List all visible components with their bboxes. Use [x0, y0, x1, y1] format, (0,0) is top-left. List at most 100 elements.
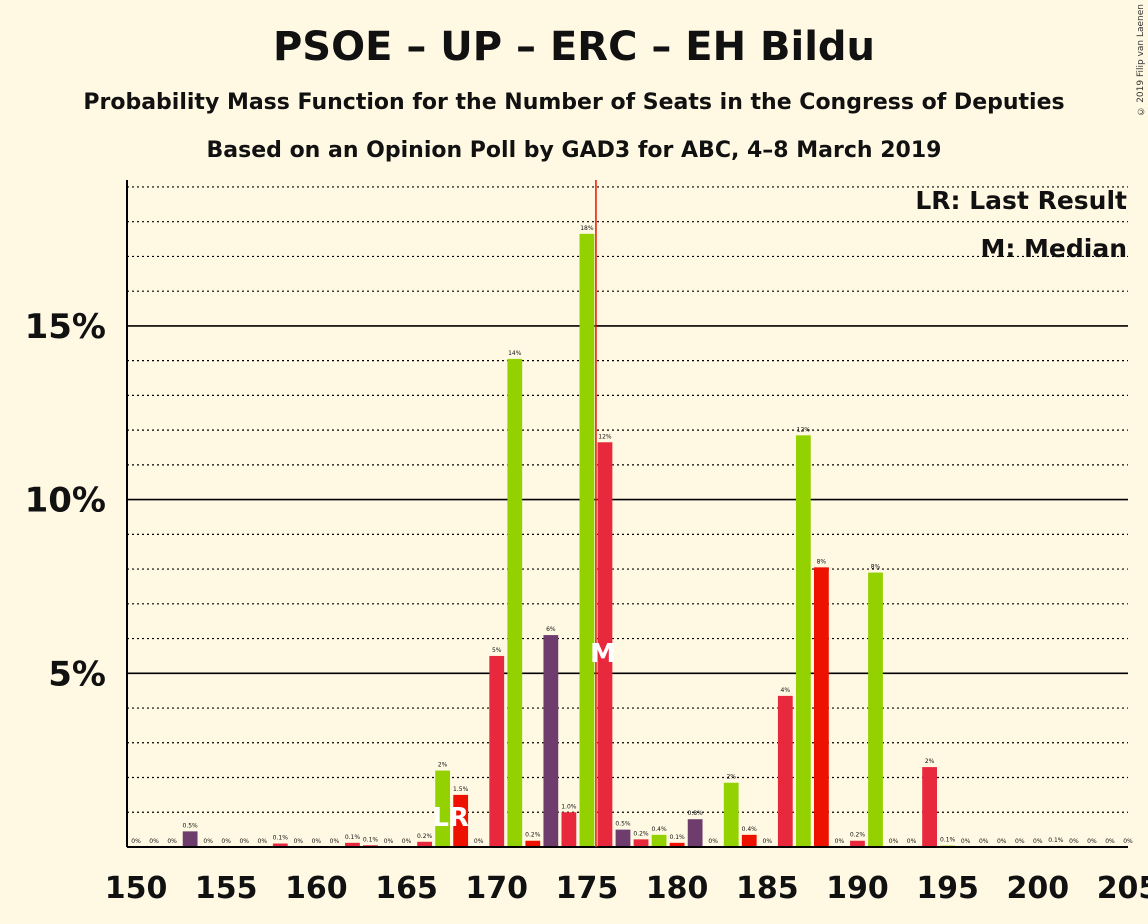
bar-label-181: 0.8% [688, 810, 704, 817]
bar-label-168: 1.5% [453, 786, 469, 793]
bar-label-162: 0.1% [345, 834, 361, 841]
bar-181 [687, 819, 703, 847]
bar-184 [741, 834, 757, 847]
bar-label-174: 1.0% [561, 803, 577, 810]
x-tick-label-165: 165 [375, 871, 438, 906]
bar-168 [453, 794, 469, 847]
chart-subtitle: Probability Mass Function for the Number… [83, 90, 1065, 115]
bar-label-182: 0% [708, 838, 718, 845]
bar-153 [182, 831, 198, 847]
bar-label-194: 2% [925, 758, 935, 765]
bar-label-164: 0% [384, 838, 394, 845]
bar-label-201: 0.1% [1048, 837, 1064, 844]
bar-label-186: 4% [781, 687, 791, 694]
bar-label-195: 0.1% [940, 837, 956, 844]
bar-label-197: 0% [979, 838, 989, 845]
y-tick-label-10: 10% [25, 481, 106, 521]
x-tick-label-150: 150 [105, 871, 168, 906]
bar-label-204: 0% [1105, 838, 1115, 845]
bar-label-165: 0% [402, 838, 412, 845]
bar-178 [633, 839, 649, 847]
y-tick-label-5: 5% [48, 654, 106, 694]
bar-label-158: 0.1% [273, 835, 289, 842]
bar-label-205: 0% [1123, 838, 1133, 845]
bar-label-161: 0% [330, 838, 340, 845]
bar-162 [345, 842, 360, 847]
bar-173 [543, 635, 559, 847]
bar-label-176: 12% [598, 433, 612, 440]
bar-label-152: 0% [167, 838, 177, 845]
grid-lines [127, 186, 1128, 813]
bar-174 [561, 812, 577, 847]
x-tick-label-190: 190 [826, 871, 889, 906]
bar-label-150: 0% [131, 838, 141, 845]
bar-label-198: 0% [997, 838, 1007, 845]
bar-label-151: 0% [149, 838, 159, 845]
x-tick-label-160: 160 [285, 871, 348, 906]
bar-label-178: 0.2% [633, 830, 649, 837]
bar-172 [525, 840, 541, 847]
x-tick-label-180: 180 [646, 871, 709, 906]
x-tick-label-155: 155 [195, 871, 258, 906]
bar-label-180: 0.1% [669, 834, 685, 841]
legend: LR: Last Result M: Median [915, 186, 1127, 263]
bar-label-188: 8% [817, 558, 827, 565]
bar-label-173: 6% [546, 626, 556, 633]
bar-label-157: 0% [258, 838, 268, 845]
bar-166 [417, 841, 432, 847]
bar-label-153: 0.5% [183, 822, 199, 829]
bar-label-156: 0% [239, 838, 249, 845]
bar-label-183: 2% [726, 774, 736, 781]
bar-170 [489, 655, 505, 847]
bar-176 [597, 442, 613, 847]
bar-label-166: 0.2% [417, 833, 433, 840]
x-tick-label-205: 205 [1097, 871, 1148, 906]
bar-label-155: 0% [221, 838, 231, 845]
bar-label-184: 0.4% [742, 826, 758, 833]
bar-183 [723, 782, 739, 847]
bar-180 [669, 842, 685, 847]
bar-label-200: 0% [1033, 838, 1043, 845]
bar-177 [615, 829, 631, 847]
bar-label-170: 5% [492, 647, 502, 654]
bar-label-163: 0.1% [363, 836, 379, 843]
x-tick-label-200: 200 [1007, 871, 1070, 906]
bar-label-179: 0.4% [651, 826, 667, 833]
bar-label-185: 0% [763, 838, 773, 845]
bar-label-172: 0.2% [525, 832, 541, 839]
y-tick-label-15: 15% [25, 307, 106, 347]
bar-191 [868, 572, 883, 847]
x-tick-label-185: 185 [736, 871, 799, 906]
bar-187 [795, 435, 811, 847]
bar-label-190: 0.2% [850, 832, 866, 839]
bar-label-199: 0% [1015, 838, 1025, 845]
bar-label-177: 0.5% [615, 821, 631, 828]
legend-median: M: Median [980, 234, 1127, 263]
chart-subtitle-source: Based on an Opinion Poll by GAD3 for ABC… [206, 138, 942, 163]
bar-194 [922, 767, 937, 847]
chart-title: PSOE – UP – ERC – EH Bildu [272, 24, 876, 70]
bar-label-154: 0% [203, 838, 213, 845]
markers: M LR [432, 180, 616, 847]
bar-label-193: 0% [907, 838, 917, 845]
bar-label-159: 0% [294, 838, 304, 845]
bar-label-171: 14% [508, 350, 522, 357]
axes: 150 155 160 165 170 175 180 185 190 195 200 205 5% 10… [25, 180, 1148, 906]
bar-175 [579, 233, 595, 847]
bar-167 [435, 770, 451, 847]
bar-label-202: 0% [1069, 838, 1079, 845]
bar-label-169: 0% [474, 838, 484, 845]
bar-label-167: 2% [438, 762, 448, 769]
bar-label-196: 0% [961, 838, 971, 845]
bars [182, 233, 1064, 847]
median-marker: M [590, 639, 616, 669]
last-result-marker: LR [432, 803, 469, 833]
bar-label-203: 0% [1087, 838, 1097, 845]
bar-labels: 0% 0% 0%0.5%0% 0% 0% 0% 0.1% 0% 0% 0%0.1% 0.1% 0% 0%… [131, 225, 1133, 845]
bar-171 [507, 358, 523, 847]
x-tick-label-175: 175 [556, 871, 619, 906]
x-tick-label-195: 195 [916, 871, 979, 906]
bar-186 [777, 695, 793, 847]
bar-label-187: 12% [797, 426, 811, 433]
